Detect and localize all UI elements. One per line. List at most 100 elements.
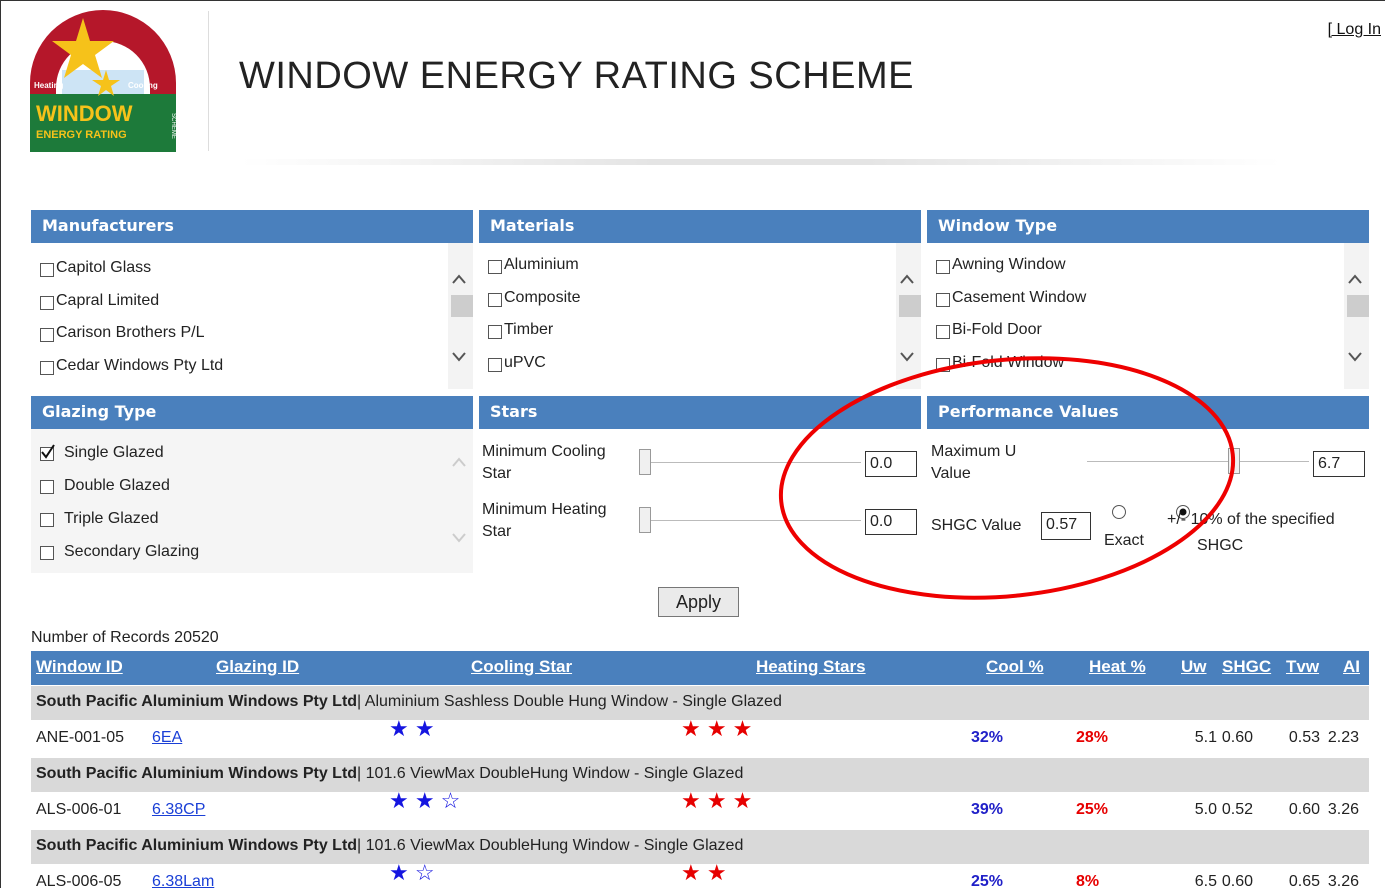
data-row: ALS-006-05 6.38Lam ★ ☆ ★ ★ 25% 8% 6.5 0.60 0.65 3… bbox=[31, 860, 1369, 888]
option-label[interactable]: Composite bbox=[504, 288, 581, 306]
shgc-label: SHGC Value bbox=[931, 517, 1022, 534]
checkbox[interactable] bbox=[488, 292, 502, 307]
cell: 0.53 bbox=[1288, 729, 1320, 746]
checkbox[interactable] bbox=[488, 357, 502, 372]
option-label[interactable]: Single Glazed bbox=[64, 444, 164, 461]
group-row: South Pacific Aluminium Windows Pty Ltd|… bbox=[31, 830, 1369, 864]
data-row: ALS-006-01 6.38CP ★ ★ ☆ ★ ★ ★ 39% 25% 5.0 0.52 0… bbox=[31, 788, 1369, 830]
option-label[interactable]: Triple Glazed bbox=[64, 510, 159, 527]
column-header[interactable]: Uw bbox=[1181, 657, 1207, 676]
header-divider bbox=[208, 11, 209, 151]
slider-track bbox=[651, 520, 861, 521]
scroll-down-part bbox=[1348, 352, 1362, 362]
scroll-up bbox=[900, 274, 914, 284]
scroll-down bbox=[900, 352, 914, 362]
table-header bbox=[31, 651, 1369, 685]
slider-thumb[interactable] bbox=[639, 449, 651, 475]
option-label[interactable]: Capral Limited bbox=[56, 291, 160, 309]
column-header[interactable]: AI bbox=[1343, 657, 1360, 676]
group-row: South Pacific Aluminium Windows Pty Ltd|… bbox=[31, 758, 1369, 792]
radio bbox=[1112, 505, 1126, 519]
group-text: South Pacific Aluminium Windows Pty Ltd|… bbox=[36, 837, 743, 855]
option-label[interactable]: Cedar Windows Pty Ltd bbox=[56, 356, 224, 374]
column-header[interactable]: Tvw bbox=[1286, 657, 1320, 676]
logo-window: WINDOW bbox=[36, 101, 133, 126]
cell: 25% bbox=[1076, 801, 1109, 818]
apply-button[interactable]: Apply bbox=[658, 587, 739, 617]
cell: 39% bbox=[971, 801, 1004, 818]
option-label[interactable]: Double Glazed bbox=[64, 477, 170, 494]
slider-input[interactable]: 0.0 bbox=[865, 509, 917, 535]
scroll-down-part bbox=[900, 352, 914, 362]
cell: ★ ★ bbox=[681, 860, 727, 885]
logo-green bbox=[30, 94, 176, 152]
option-label[interactable]: Carison Brothers P/L bbox=[56, 324, 205, 341]
cell: ANE-001-05 bbox=[36, 729, 125, 746]
checkbox[interactable] bbox=[936, 357, 950, 372]
logo-heating: Heating bbox=[34, 81, 63, 90]
column-header[interactable]: Glazing ID bbox=[216, 657, 300, 676]
checkbox[interactable] bbox=[488, 325, 502, 339]
slider-thumb[interactable] bbox=[639, 507, 651, 533]
checkmark bbox=[41, 444, 55, 459]
option-label[interactable]: Timber bbox=[504, 321, 554, 338]
option-label[interactable]: Bi-Fold Door bbox=[952, 321, 1042, 338]
cell[interactable]: 6.38Lam bbox=[152, 873, 215, 888]
cell: 6.5 bbox=[1194, 873, 1217, 888]
option-label[interactable]: uPVC bbox=[504, 353, 546, 371]
column-header[interactable]: Heating Stars bbox=[756, 657, 866, 676]
checkbox[interactable] bbox=[40, 513, 54, 527]
scroll-down-part bbox=[452, 352, 466, 362]
checkbox[interactable] bbox=[936, 325, 950, 339]
column-header[interactable]: SHGC bbox=[1222, 657, 1272, 676]
u-label: Maximum U Value bbox=[931, 443, 1017, 482]
radio-label[interactable]: +/- 10% of the specified SHGC bbox=[1167, 511, 1335, 554]
logo-star-small bbox=[92, 70, 120, 96]
checkbox[interactable] bbox=[40, 328, 54, 342]
option-label[interactable]: Awning Window bbox=[952, 256, 1066, 273]
checkbox[interactable] bbox=[40, 360, 54, 375]
option-label[interactable]: Secondary Glazing bbox=[64, 543, 200, 560]
cell: ★ ☆ bbox=[389, 860, 435, 885]
logo: Heating Cooling WINDOW ENERGY RATING SCH… bbox=[28, 8, 178, 153]
column-header[interactable]: Cool % bbox=[986, 657, 1044, 676]
option-label[interactable]: Casement Window bbox=[952, 288, 1087, 306]
cell: 2.23 bbox=[1327, 729, 1359, 746]
option-label[interactable]: Bi-Fold Window bbox=[952, 353, 1065, 371]
scroll-up-part bbox=[452, 457, 466, 467]
cell: ALS-006-05 bbox=[36, 873, 122, 888]
cell: 8% bbox=[1076, 873, 1100, 888]
column-header[interactable]: Heat % bbox=[1089, 657, 1146, 676]
radio-label[interactable]: Exact bbox=[1103, 532, 1144, 549]
slider-track bbox=[1087, 461, 1309, 462]
cell[interactable]: 6EA bbox=[152, 729, 183, 746]
column-header[interactable]: Window ID bbox=[36, 657, 123, 676]
scroll-up bbox=[1348, 274, 1362, 284]
cell: 0.60 bbox=[1288, 801, 1320, 818]
slider-input[interactable]: 0.0 bbox=[865, 451, 917, 477]
checkbox[interactable] bbox=[936, 292, 950, 307]
checkbox[interactable] bbox=[936, 260, 950, 274]
checkbox[interactable] bbox=[40, 295, 54, 310]
group-row: South Pacific Aluminium Windows Pty Ltd|… bbox=[31, 686, 1369, 720]
cell[interactable]: 6.38CP bbox=[152, 801, 206, 818]
logo-cooling: Cooling bbox=[128, 81, 158, 90]
group-description: | Aluminium Sashless Double Hung Window … bbox=[357, 693, 782, 710]
panel-header: Manufacturers bbox=[31, 210, 473, 243]
u-input[interactable]: 6.7 bbox=[1313, 451, 1365, 477]
shgc-input[interactable]: 0.57 bbox=[1041, 512, 1091, 540]
column-header[interactable]: Cooling Star bbox=[471, 657, 573, 676]
slider-thumb[interactable] bbox=[1228, 448, 1240, 474]
checkbox[interactable] bbox=[40, 546, 54, 560]
checkbox[interactable] bbox=[40, 480, 54, 494]
option-label[interactable]: Capitol Glass bbox=[56, 259, 152, 276]
group-heading: South Pacific Aluminium Windows Pty Ltd bbox=[36, 765, 358, 782]
checkbox[interactable] bbox=[488, 260, 502, 274]
data-row: ANE-001-05 6EA ★ ★ ★ ★ ★ 32% 28% 5.1 0.60 0.53 2.… bbox=[31, 716, 1369, 758]
logo-scheme: SCHEME bbox=[170, 113, 176, 139]
option-label[interactable]: Aluminium bbox=[504, 256, 579, 273]
login-link[interactable]: [ Log In bbox=[1327, 21, 1381, 38]
checkbox[interactable] bbox=[40, 263, 54, 277]
